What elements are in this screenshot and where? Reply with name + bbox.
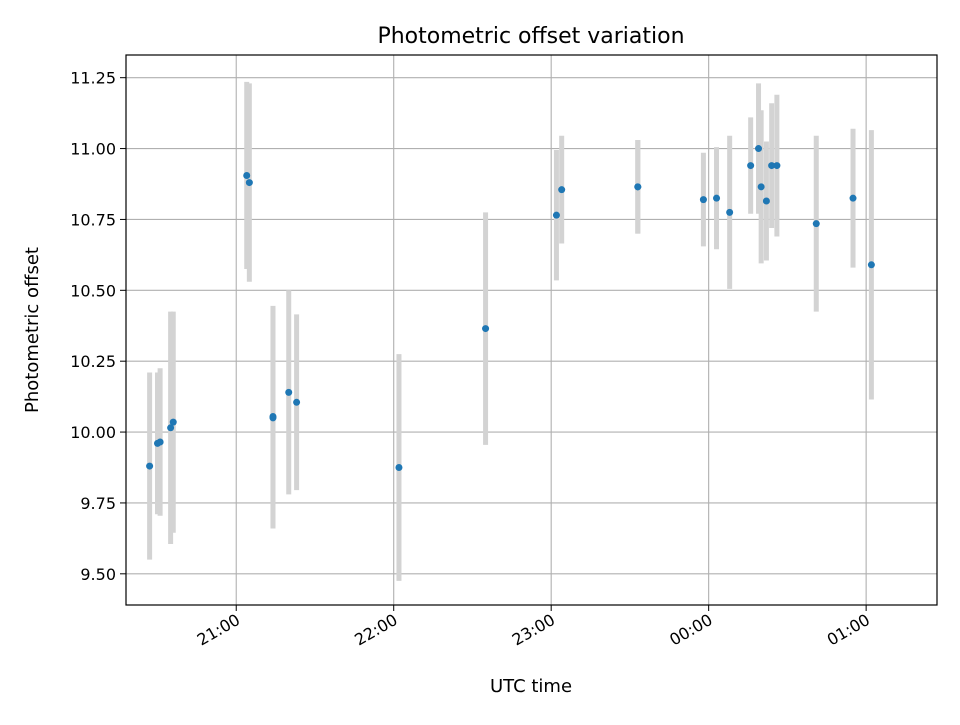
data-point (146, 462, 154, 470)
data-point (713, 194, 721, 202)
data-point (395, 464, 403, 471)
y-tick-label: 10.50 (70, 281, 116, 300)
data-point (269, 414, 277, 422)
data-point (243, 171, 251, 179)
data-point (747, 162, 755, 170)
data-point (867, 261, 875, 269)
data-point (768, 162, 776, 170)
y-tick-label: 9.75 (80, 494, 116, 513)
y-tick-label: 11.00 (70, 140, 116, 159)
data-point (773, 162, 781, 170)
data-point (755, 145, 763, 153)
y-axis-label: Photometric offset (22, 247, 43, 413)
data-point (169, 418, 177, 426)
y-tick-label: 9.50 (80, 565, 116, 584)
data-point (558, 186, 566, 194)
data-point (167, 424, 175, 432)
data-point (482, 325, 490, 333)
x-axis-label: UTC time (490, 676, 572, 697)
data-point (762, 197, 770, 205)
grid-lines (126, 55, 937, 605)
data-point (245, 179, 253, 187)
data-point (849, 194, 857, 202)
y-tick-label: 10.25 (70, 352, 116, 371)
data-points (146, 145, 875, 471)
data-point (285, 388, 293, 396)
data-point (699, 196, 707, 204)
data-point (726, 208, 734, 216)
chart-title: Photometric offset variation (377, 24, 684, 49)
data-point (634, 183, 642, 191)
data-point (812, 220, 820, 228)
plot-frame (125, 54, 938, 606)
data-point (552, 211, 560, 219)
y-tick-label: 11.25 (70, 69, 116, 88)
y-tick-label: 10.00 (70, 423, 116, 442)
data-point (757, 183, 765, 191)
data-point (293, 398, 301, 406)
data-point (156, 438, 164, 446)
y-tick-label: 10.75 (70, 210, 116, 229)
